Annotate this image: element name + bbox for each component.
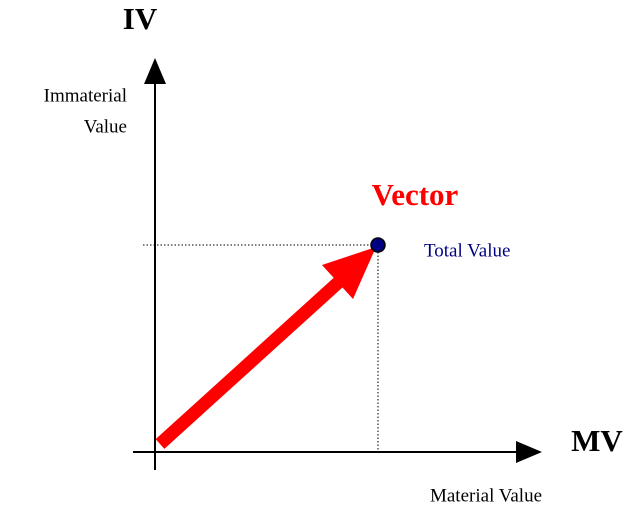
x-axis-symbol: MV — [571, 423, 623, 458]
x-axis-arrowhead — [516, 441, 542, 463]
x-axis-label: Material Value — [430, 485, 542, 506]
y-axis-arrowhead — [144, 58, 166, 84]
vector-arrowhead — [322, 247, 376, 299]
vector-shaft — [155, 275, 346, 449]
vector-label: Vector — [372, 177, 459, 212]
y-axis-symbol: IV — [123, 1, 158, 36]
total-value-point — [370, 237, 386, 253]
y-axis-label: Value — [84, 116, 127, 137]
point-label: Total Value — [424, 240, 510, 261]
y-axis-label: Immaterial — [44, 85, 127, 106]
